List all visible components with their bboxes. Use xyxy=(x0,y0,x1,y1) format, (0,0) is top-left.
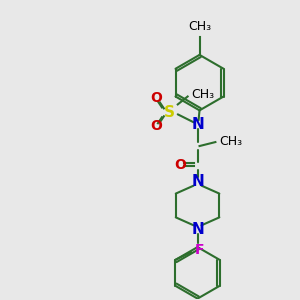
Text: O: O xyxy=(150,92,162,106)
Text: N: N xyxy=(191,117,204,132)
Text: CH₃: CH₃ xyxy=(219,135,242,148)
Text: N: N xyxy=(191,222,204,237)
Text: N: N xyxy=(191,174,204,189)
Text: F: F xyxy=(195,243,205,257)
Text: CH₃: CH₃ xyxy=(192,88,215,101)
Text: O: O xyxy=(174,158,186,172)
Text: S: S xyxy=(164,105,175,120)
Text: CH₃: CH₃ xyxy=(188,20,211,33)
Text: O: O xyxy=(150,119,162,133)
